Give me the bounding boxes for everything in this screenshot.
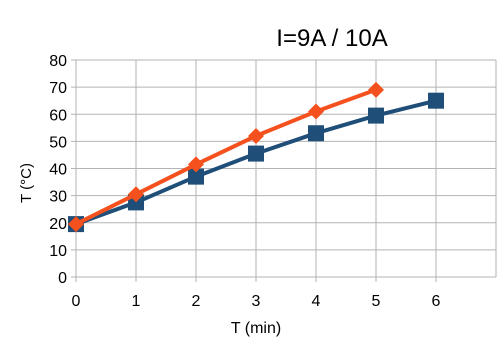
x-tick-label: 4 xyxy=(312,293,321,310)
data-point-diamond xyxy=(68,216,84,233)
chart-title: I=9A / 10A xyxy=(276,25,387,52)
y-tick-label: 20 xyxy=(49,216,67,233)
series-2-line xyxy=(74,87,378,227)
x-tick-label: 0 xyxy=(72,293,81,310)
data-point-diamond xyxy=(248,127,264,144)
data-point-square xyxy=(368,107,384,124)
data-point-diamond xyxy=(308,103,324,120)
x-tick-label: 1 xyxy=(132,293,141,310)
grid xyxy=(76,59,497,277)
series-group xyxy=(68,81,444,233)
tick-labels: 0 10 20 30 40 50 60 70 80 0 1 2 3 4 5 6 xyxy=(49,53,440,310)
data-point-square xyxy=(188,168,204,185)
y-tick-label: 30 xyxy=(49,189,67,206)
x-axis-label: T (min) xyxy=(231,320,281,337)
data-point-square xyxy=(248,145,264,162)
x-tick-label: 3 xyxy=(252,293,261,310)
x-tick-label: 2 xyxy=(192,293,201,310)
y-tick-label: 60 xyxy=(49,107,67,124)
y-tick-label: 80 xyxy=(49,53,67,70)
y-axis-label: T (°C) xyxy=(18,163,35,203)
data-point-square xyxy=(308,125,324,142)
series-1 xyxy=(68,92,444,233)
y-tick-label: 40 xyxy=(49,162,67,179)
y-tick-label: 10 xyxy=(49,243,67,260)
y-tick-label: 50 xyxy=(49,134,67,151)
y-tick-label: 70 xyxy=(49,80,67,97)
x-tick-label: 6 xyxy=(432,293,441,310)
data-point-diamond xyxy=(128,186,144,203)
data-point-diamond xyxy=(188,156,204,173)
x-tick-label: 5 xyxy=(372,293,381,310)
series-2 xyxy=(68,81,384,233)
data-point-square xyxy=(428,92,444,109)
data-point-diamond xyxy=(368,81,384,98)
y-tick-label: 0 xyxy=(58,270,67,287)
